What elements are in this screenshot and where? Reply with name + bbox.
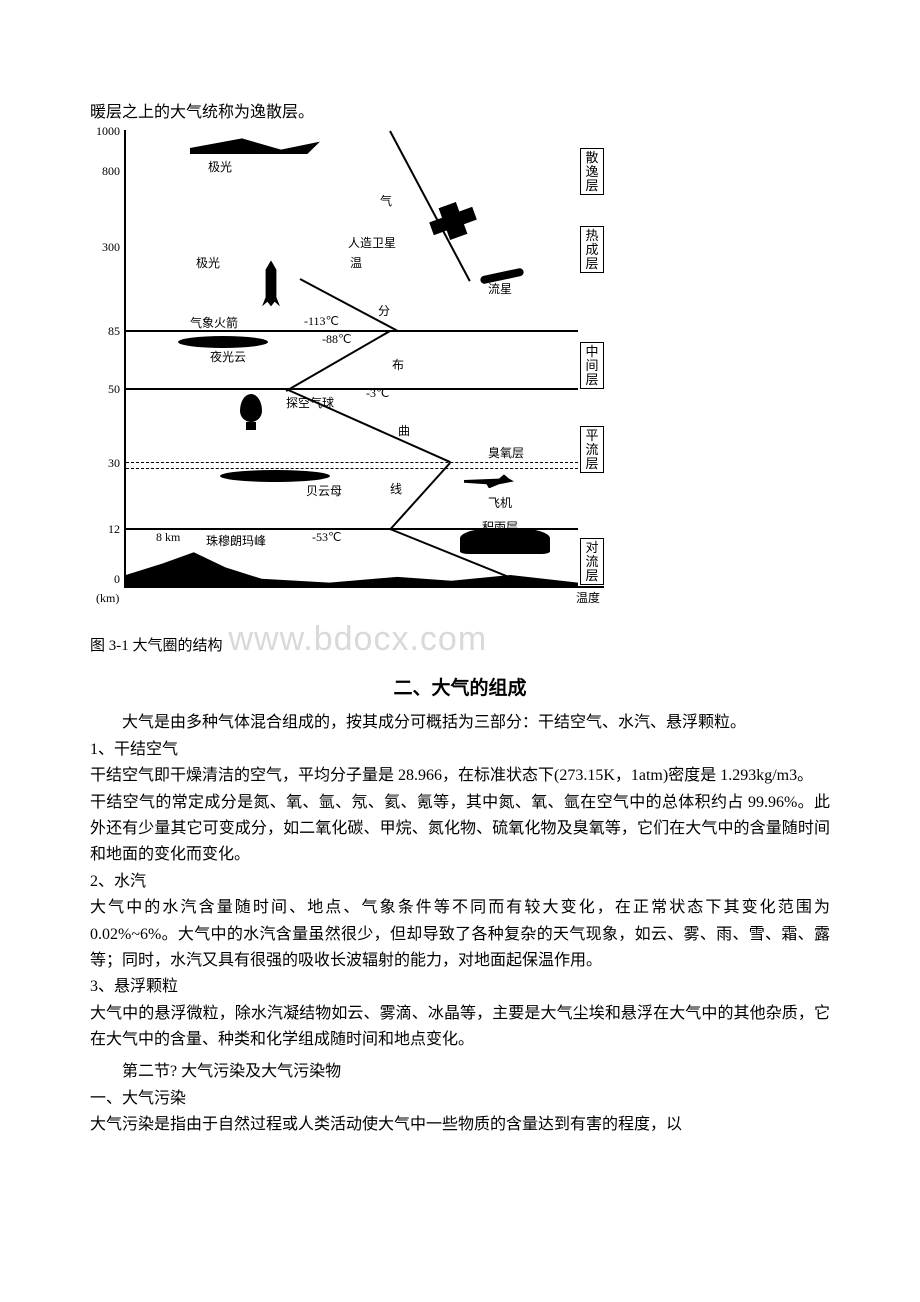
figure-annotation: 臭氧层 — [488, 444, 524, 461]
figure-annotation: 流星 — [488, 280, 512, 297]
y-tick: 50 — [90, 382, 120, 397]
item-2-head: 2、水汽 — [90, 869, 830, 895]
figure-annotation: 积雨层 — [482, 518, 518, 535]
y-tick: 0 — [90, 572, 120, 587]
item-3-head: 3、悬浮颗粒 — [90, 974, 830, 1000]
figure-annotation: 夜光云 — [210, 348, 246, 365]
figure-annotation: 极光 — [196, 254, 220, 271]
noctilucent-cloud-shape — [178, 336, 268, 348]
y-tick: 12 — [90, 522, 120, 537]
figure-annotation: -88℃ — [322, 332, 351, 347]
x-axis-label: 温度 — [576, 589, 600, 606]
temperature-curve-segment — [389, 131, 471, 282]
figure-caption: 图 3-1 大气圈的结构 — [90, 634, 223, 655]
layer-label: 热成层 — [580, 226, 604, 273]
y-tick: 85 — [90, 324, 120, 339]
item-2-paragraph: 大气中的水汽含量随时间、地点、气象条件等不同而有较大变化，在正常状态下其变化范围… — [90, 895, 830, 974]
figure-annotation: 布 — [392, 356, 404, 373]
rocket-shape — [262, 260, 280, 306]
figure-annotation: 极光 — [208, 158, 232, 175]
item-1-paragraph-2: 干结空气的常定成分是氮、氧、氩、氖、氦、氪等，其中氮、氧、氩在空气中的总体积约占… — [90, 790, 830, 869]
y-axis-unit: (km) — [96, 591, 119, 606]
figure-annotation: 分 — [378, 302, 390, 319]
item-1-paragraph-1: 干结空气即干燥清洁的空气，平均分子量是 28.966，在标准状态下(273.15… — [90, 763, 830, 789]
balloon-shape — [240, 394, 262, 422]
document-page: 暖层之上的大气统称为逸散层。 (km) 温度 1000 800 300 85 50 30 1… — [0, 0, 920, 1199]
layer-divider — [126, 468, 578, 469]
layer-label: 中间层 — [580, 342, 604, 389]
y-axis — [124, 130, 126, 588]
section-2-node-2-title: 第二节? 大气污染及大气污染物 — [90, 1059, 830, 1085]
y-tick: 300 — [90, 240, 120, 255]
subsection-a-paragraph: 大气污染是指由于自然过程或人类活动使大气中一些物质的含量达到有害的程度，以 — [90, 1112, 830, 1138]
figure-annotation: 温 — [350, 254, 362, 271]
figure-annotation: 人造卫星 — [348, 234, 396, 251]
x-axis — [124, 586, 604, 588]
item-1-head: 1、干结空气 — [90, 737, 830, 763]
item-3-paragraph: 大气中的悬浮微粒，除水汽凝结物如云、雾滴、冰晶等，主要是大气尘埃和悬浮在大气中的… — [90, 1001, 830, 1054]
layer-label: 散逸层 — [580, 148, 604, 195]
figure-annotation: 珠穆朗玛峰 — [206, 532, 266, 549]
figure-annotation: 探空气球 — [286, 394, 334, 411]
satellite-shape — [426, 198, 481, 246]
intro-paragraph: 暖层之上的大气统称为逸散层。 — [90, 100, 830, 126]
figure-annotation: 线 — [390, 480, 402, 497]
layer-label: 对流层 — [580, 538, 604, 585]
layer-divider — [126, 388, 578, 390]
y-tick: 800 — [90, 164, 120, 179]
section-2-intro: 大气是由多种气体混合组成的，按其成分可概括为三部分：干结空气、水汽、悬浮颗粒。 — [90, 710, 830, 736]
subsection-a-title: 一、大气污染 — [90, 1086, 830, 1112]
nacreous-cloud-shape — [220, 470, 330, 482]
aurora-shape-top — [190, 138, 320, 154]
figure-annotation: 8 km — [156, 530, 180, 545]
section-2-heading: 二、大气的组成 — [90, 673, 830, 700]
figure-annotation: -53℃ — [312, 530, 341, 545]
y-tick: 30 — [90, 456, 120, 471]
figure-annotation: -113℃ — [304, 314, 339, 329]
terrain-shape — [126, 548, 578, 586]
figure-annotation: 气 — [380, 192, 392, 209]
figure-annotation: 贝云母 — [306, 482, 342, 499]
figure-annotation: -3℃ — [366, 386, 389, 401]
figure-annotation: 曲 — [398, 422, 410, 439]
y-tick: 1000 — [90, 124, 120, 139]
figure-caption-row: 图 3-1 大气圈的结构 www.bdocx.com — [90, 620, 830, 659]
figure-atmosphere-structure: (km) 温度 1000800300855030120散逸层热成层中间层平流层对… — [90, 130, 610, 610]
balloon-basket — [246, 422, 256, 430]
figure-annotation: 飞机 — [488, 494, 512, 511]
figure-annotation: 气象火箭 — [190, 314, 238, 331]
airplane-shape — [464, 474, 514, 488]
layer-label: 平流层 — [580, 426, 604, 473]
layer-divider — [126, 462, 578, 463]
watermark-text: www.bdocx.com — [229, 620, 488, 659]
